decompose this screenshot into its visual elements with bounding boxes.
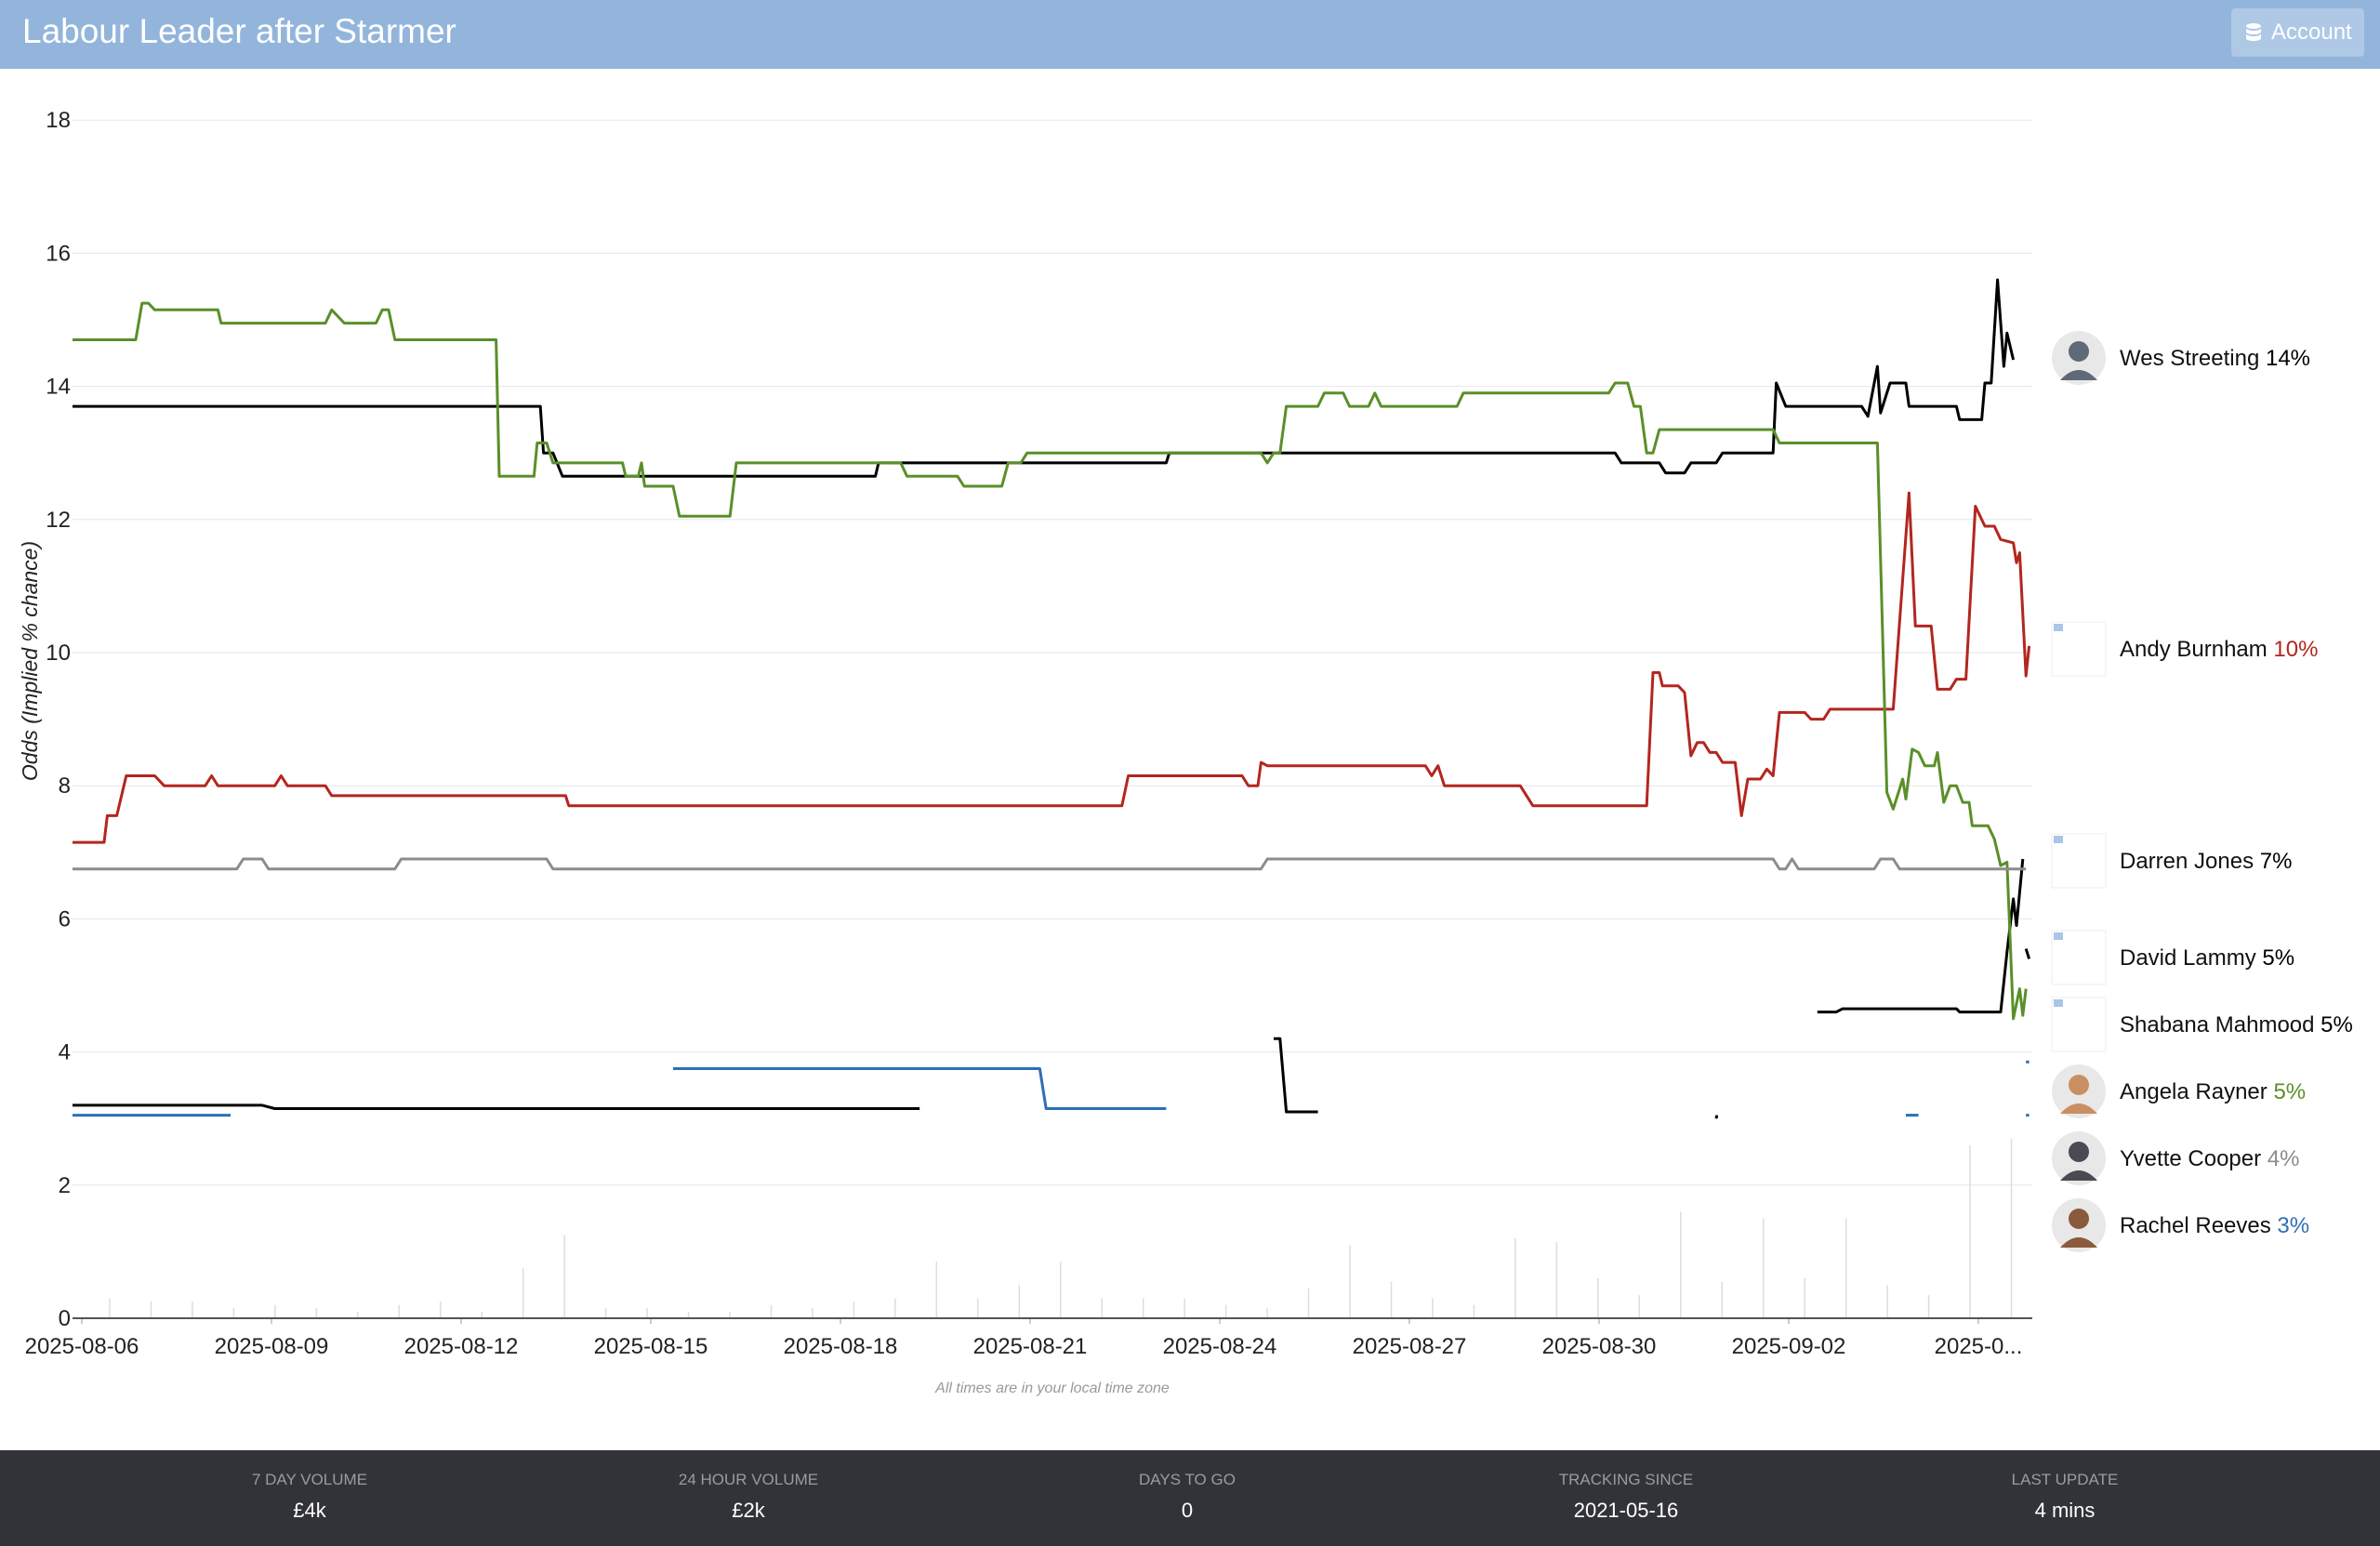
stat-value: £4k: [293, 1499, 326, 1522]
account-label: Account: [2271, 20, 2352, 45]
legend-name: Rachel Reeves 3%: [2120, 1213, 2309, 1238]
x-tick-label: 2025-08-09: [215, 1334, 329, 1359]
stat-value: 0: [1181, 1499, 1194, 1522]
legend-name: David Lammy 5%: [2120, 945, 2294, 971]
x-tick-label: 2025-08-18: [784, 1334, 898, 1359]
avatar-body: [2060, 1170, 2097, 1181]
series-line: [1714, 1115, 1719, 1119]
legend-item[interactable]: Darren Jones 7%: [2051, 833, 2292, 889]
stat-label: 7 DAY VOLUME: [251, 1471, 368, 1488]
stat-value: 2021-05-16: [1573, 1499, 1679, 1522]
volume-bars: [109, 1138, 2013, 1318]
x-tick-label: 2025-08-30: [1542, 1334, 1657, 1359]
x-tick-label: 2025-08-21: [973, 1334, 1088, 1359]
legend-name: Darren Jones 7%: [2120, 849, 2292, 874]
legend-pct: 14%: [2266, 346, 2310, 371]
broken-image-glyph: [2054, 836, 2063, 843]
avatar-body: [2060, 1103, 2097, 1114]
avatar-body: [2060, 370, 2097, 380]
avatar-head: [2069, 1209, 2089, 1229]
stat-last-update: LAST UPDATE 4 mins: [1925, 1471, 2204, 1523]
stat-label: LAST UPDATE: [2011, 1471, 2119, 1488]
legend: Wes Streeting 14% Andy Burnham 10% Darren …: [2051, 331, 2353, 1252]
y-axis-label: Odds (Implied % chance): [18, 541, 42, 781]
stat-label: DAYS TO GO: [1139, 1471, 1236, 1488]
legend-item[interactable]: Rachel Reeves 3%: [2052, 1198, 2309, 1252]
stat-days-to-go: DAYS TO GO 0: [1048, 1471, 1327, 1523]
app-header: Labour Leader after Starmer Account: [0, 0, 2380, 69]
avatar-head: [2069, 1075, 2089, 1095]
stat-tracking-since: TRACKING SINCE 2021-05-16: [1487, 1471, 1765, 1523]
account-button[interactable]: Account: [2231, 8, 2364, 57]
x-tick-label: 2025-08-15: [594, 1334, 708, 1359]
x-tick-label: 2025-08-06: [25, 1334, 139, 1359]
legend-pct: 3%: [2277, 1213, 2309, 1238]
y-tick-label: 6: [59, 906, 71, 932]
legend-pct: 10%: [2273, 637, 2318, 662]
legend-item[interactable]: Shabana Mahmood 5%: [2051, 997, 2353, 1052]
x-tick-label: 2025-08-24: [1163, 1334, 1277, 1359]
legend-name: Yvette Cooper 4%: [2120, 1146, 2299, 1171]
grid-lines: [73, 119, 2032, 1319]
timezone-note: All times are in your local time zone: [934, 1381, 1170, 1396]
legend-item[interactable]: Angela Rayner 5%: [2052, 1064, 2306, 1118]
stat-label: 24 HOUR VOLUME: [678, 1471, 819, 1488]
legend-pct: 5%: [2262, 945, 2294, 971]
y-tick-label: 18: [46, 108, 71, 133]
y-tick-label: 2: [59, 1173, 71, 1198]
broken-image-glyph: [2054, 624, 2063, 631]
series-lines: [73, 278, 2031, 1119]
stat-label: TRACKING SINCE: [1558, 1471, 1694, 1488]
avatar-head: [2069, 1142, 2089, 1162]
series-line: [1274, 1037, 1318, 1114]
stat-value: 4 mins: [2034, 1499, 2096, 1522]
legend-item[interactable]: David Lammy 5%: [2051, 930, 2294, 985]
legend-item[interactable]: Wes Streeting 14%: [2052, 331, 2310, 385]
y-tick-label: 14: [46, 375, 71, 400]
y-axis-ticks: 0 2 4 6 8 10 12 14 16 18: [46, 108, 71, 1331]
legend-item[interactable]: Andy Burnham 10%: [2051, 621, 2318, 677]
x-tick-label: 2025-08-12: [404, 1334, 519, 1359]
series-line: [673, 1067, 1167, 1110]
series-line: [1817, 858, 2025, 1014]
series-line: [2024, 948, 2031, 959]
broken-image-glyph: [2054, 932, 2063, 940]
page-title: Labour Leader after Starmer: [22, 12, 456, 50]
legend-name: Shabana Mahmood 5%: [2120, 1012, 2353, 1037]
avatar-head: [2069, 341, 2089, 362]
y-tick-label: 0: [59, 1306, 71, 1331]
legend-name: Wes Streeting 14%: [2120, 346, 2310, 371]
stat-value: £2k: [732, 1499, 765, 1522]
database-icon: [2246, 23, 2261, 41]
legend-item[interactable]: Yvette Cooper 4%: [2052, 1131, 2299, 1185]
legend-pct: 5%: [2320, 1012, 2353, 1037]
broken-image-icon: [2051, 997, 2107, 1052]
stat-24-hour-volume: 24 HOUR VOLUME £2k: [609, 1471, 888, 1523]
series-line: [73, 1103, 920, 1110]
x-tick-label: 2025-08-27: [1353, 1334, 1467, 1359]
series-line: [73, 301, 2028, 1021]
x-tick-label: 2025-09-02: [1732, 1334, 1846, 1359]
legend-name: Andy Burnham 10%: [2120, 637, 2318, 662]
legend-pct: 4%: [2268, 1146, 2300, 1171]
x-axis-ticks: 2025-08-06 2025-08-09 2025-08-12 2025-08-15…: [25, 1318, 2023, 1359]
series-line: [73, 278, 2016, 478]
y-tick-label: 8: [59, 773, 71, 799]
broken-image-glyph: [2054, 999, 2063, 1007]
y-tick-label: 10: [46, 641, 71, 666]
series-line: [73, 857, 2027, 871]
y-tick-label: 4: [59, 1040, 71, 1065]
y-tick-label: 16: [46, 241, 71, 266]
legend-pct: 7%: [2260, 849, 2293, 874]
stat-7-day-volume: 7 DAY VOLUME £4k: [170, 1471, 449, 1523]
avatar-body: [2060, 1237, 2097, 1248]
legend-pct: 5%: [2273, 1079, 2306, 1104]
legend-name: Angela Rayner 5%: [2120, 1079, 2306, 1104]
y-tick-label: 12: [46, 508, 71, 533]
x-tick-label: 2025-0...: [1935, 1334, 2023, 1359]
stats-footer: 7 DAY VOLUME £4k 24 HOUR VOLUME £2k DAYS…: [0, 1450, 2380, 1546]
series-line: [73, 491, 2031, 844]
